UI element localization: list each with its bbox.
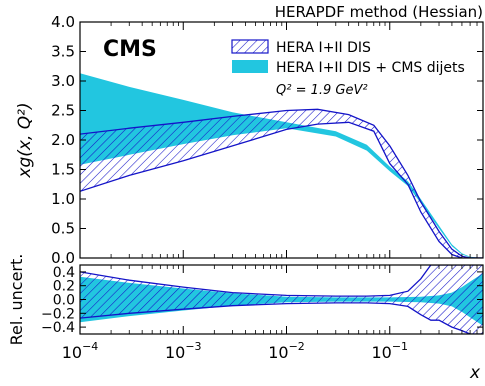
y-tick-label: 0.0	[53, 293, 75, 309]
y-tick-label: 1.0	[51, 190, 75, 208]
panel-1-band-cms-dijets	[80, 73, 483, 258]
x-tick-label-exponent: −3	[185, 340, 201, 353]
legend-label-cms: HERA I+II DIS + CMS dijets	[276, 60, 465, 76]
x-axis-label: x	[469, 363, 481, 382]
panel-2-y-axis-label: Rel. uncert.	[7, 254, 26, 346]
x-tick-label: 10−1	[371, 340, 408, 362]
chart-title: HERAPDF method (Hessian)	[275, 3, 483, 21]
cms-label: CMS	[103, 37, 157, 62]
panel-1-band-hera-dis	[80, 109, 483, 258]
panel-1-band-hera-dis-upper-edge	[80, 108, 483, 258]
legend-swatch-hera	[231, 39, 269, 54]
panel-1-plot-area	[80, 73, 483, 258]
x-tick-label-exponent: −1	[392, 340, 408, 353]
x-tick-label: 10−4	[62, 340, 99, 362]
y-tick-label: 4.0	[51, 13, 75, 31]
panel-2-plot-area	[80, 265, 483, 334]
panel-1-y-axis-label: xg(x, Q²)	[15, 102, 35, 178]
y-tick-label: 2.5	[51, 102, 75, 120]
y-tick-label: −0.4	[41, 320, 75, 336]
y-tick-label: 2.0	[51, 131, 75, 149]
q2-annotation: Q² = 1.9 GeV²	[276, 83, 368, 98]
y-tick-label: 0.0	[51, 249, 75, 267]
x-tick-label-base: 10	[62, 343, 82, 362]
panel-2-band-hera-dis-lower-edge	[80, 302, 483, 334]
x-tick-label-base: 10	[371, 343, 391, 362]
y-tick-label: 1.5	[51, 161, 75, 179]
y-tick-label: 0.5	[51, 220, 75, 238]
y-tick-label: 3.5	[51, 43, 75, 61]
panel-1-band-hera-dis-lower-edge	[80, 121, 483, 258]
x-tick-label-exponent: −2	[289, 340, 305, 353]
x-tick-label-base: 10	[268, 343, 288, 362]
y-tick-label: 3.0	[51, 72, 75, 90]
y-tick-label: 0.2	[53, 279, 75, 295]
y-tick-label: −0.2	[41, 306, 75, 322]
panel-2-band-hera-dis-upper-edge	[80, 265, 483, 297]
x-tick-label-exponent: −4	[82, 340, 98, 353]
x-tick-label-base: 10	[165, 343, 185, 362]
legend-label-hera: HERA I+II DIS	[276, 40, 371, 56]
x-tick-label: 10−2	[268, 340, 305, 362]
panel-2-band-hera-dis	[80, 265, 483, 334]
x-tick-label: 10−3	[165, 340, 202, 362]
y-tick-label: 0.4	[53, 265, 75, 281]
legend-swatch-cms	[232, 60, 268, 73]
